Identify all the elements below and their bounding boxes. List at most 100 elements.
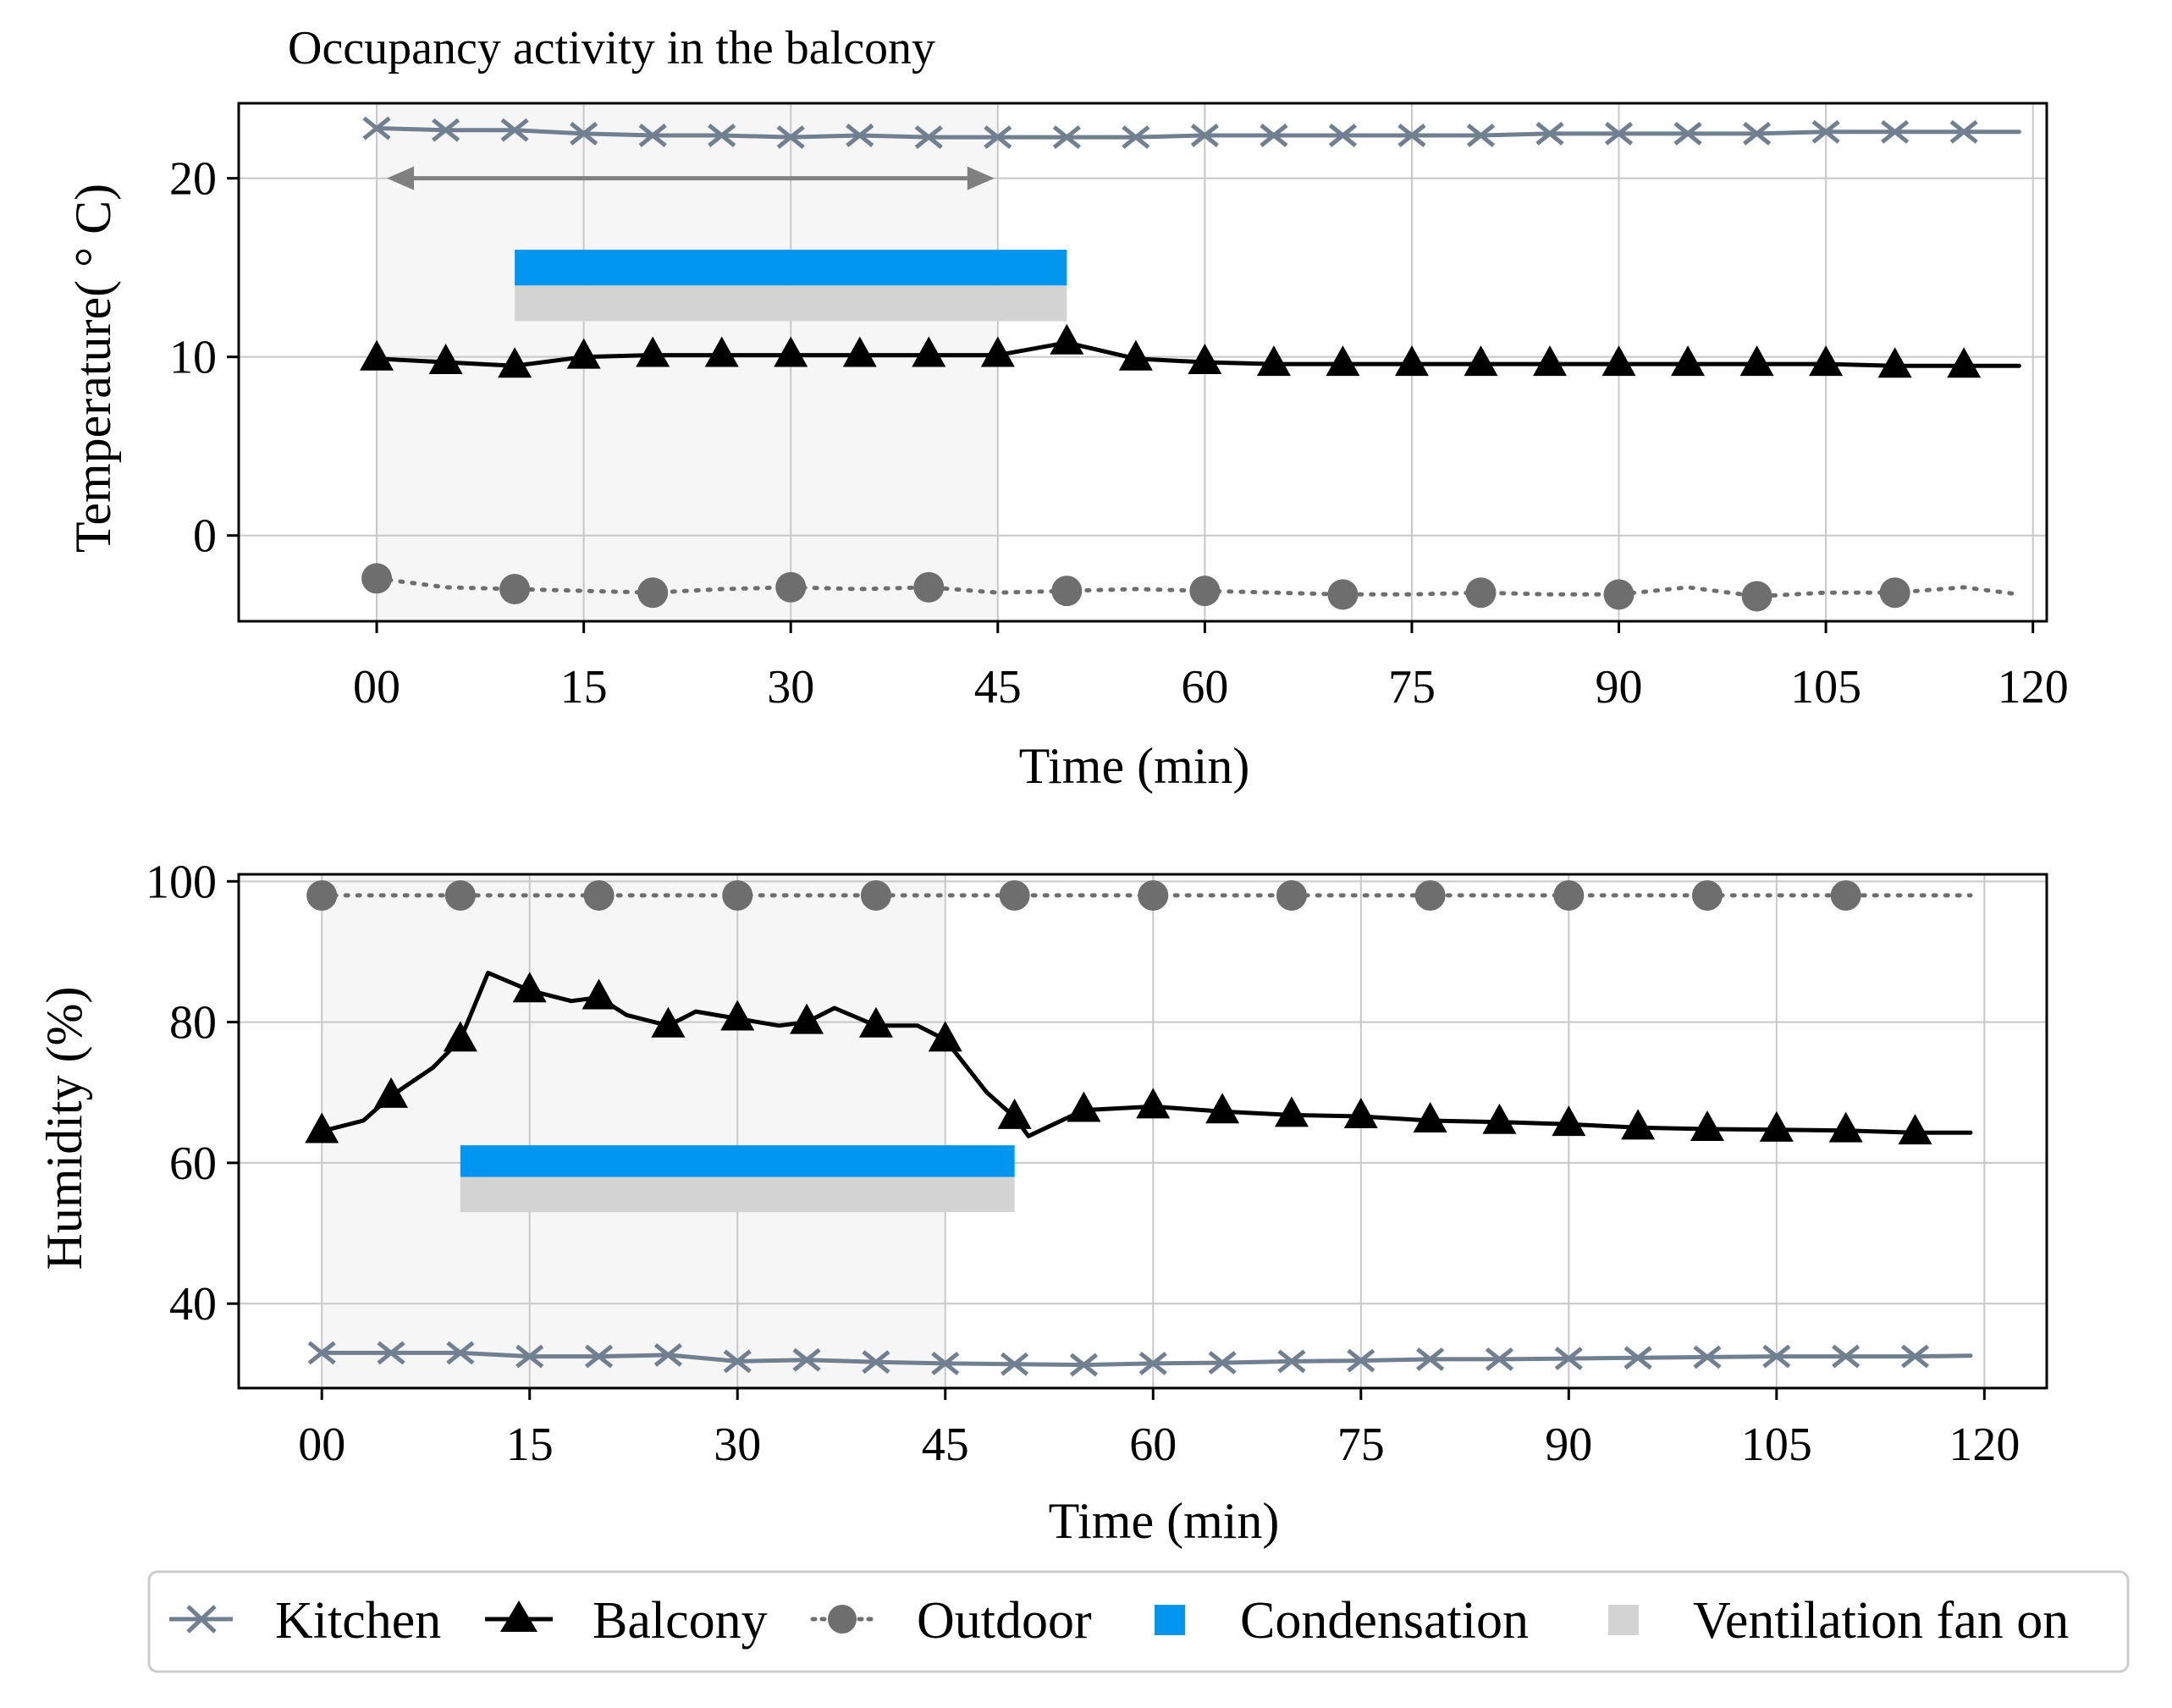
humidity-balcony-marker <box>997 1098 1032 1129</box>
temperature-kitchen-marker <box>362 116 391 140</box>
temperature-kitchen-marker <box>1466 124 1496 147</box>
temperature-kitchen-marker <box>1949 119 1978 144</box>
temperature-balcony-marker <box>498 347 532 378</box>
temperature-kitchen-marker <box>984 125 1012 150</box>
temperature-outdoor-marker <box>1741 581 1772 612</box>
humidity-kitchen-marker <box>931 1351 960 1375</box>
humidity-x-tick-label-105: 105 <box>1741 1419 1812 1471</box>
humidity-kitchen-marker <box>515 1344 544 1369</box>
humidity-kitchen-marker <box>1416 1347 1445 1371</box>
humidity-kitchen-marker <box>446 1341 475 1365</box>
temperature-outdoor-marker <box>1603 579 1635 610</box>
legend: Kitchen Balcony Outdoor Condensation Ven… <box>147 1570 2130 1673</box>
humidity-x-tick-label-120: 120 <box>1949 1419 2020 1471</box>
legend-balcony-label: Balcony <box>593 1592 768 1650</box>
temperature-kitchen-marker <box>1190 124 1219 147</box>
temperature-x-axis-label: Time (min) <box>1019 738 1250 794</box>
humidity-outdoor-marker <box>444 879 476 911</box>
temperature-y-tick-label-0: 0 <box>193 510 217 563</box>
humidity-y-axis-label: Humidity (%) <box>36 987 92 1270</box>
temperature-balcony-marker <box>636 336 670 367</box>
humidity-balcony-marker <box>790 1003 824 1034</box>
temperature-balcony-marker <box>360 339 394 371</box>
temperature-kitchen-marker <box>1881 119 1910 144</box>
humidity-outdoor-marker <box>1414 879 1446 911</box>
temperature-kitchen-marker <box>1397 124 1426 147</box>
humidity-balcony-marker <box>1759 1110 1794 1142</box>
humidity-outdoor-marker <box>1138 879 1169 911</box>
temperature-x-tick-label-75: 75 <box>1388 661 1436 714</box>
temperature-outdoor-marker <box>1051 576 1083 607</box>
humidity-balcony-marker <box>374 1077 409 1108</box>
temperature-kitchen-marker <box>1743 121 1772 146</box>
temperature-kitchen-marker <box>1673 121 1702 146</box>
humidity-balcony-marker <box>1621 1109 1656 1140</box>
humidity-kitchen-marker <box>1762 1344 1791 1369</box>
legend-condensation-swatch <box>1155 1605 1185 1635</box>
temperature-balcony-marker <box>428 344 463 374</box>
humidity-kitchen-marker <box>1347 1348 1375 1373</box>
temperature-kitchen-marker <box>638 124 667 147</box>
temperature-balcony-marker <box>912 336 946 367</box>
temperature-kitchen-marker <box>846 124 874 147</box>
humidity-chart: 00 15 30 45 60 75 90 105 120 40 60 80 100 Time (min)… <box>36 856 2048 1549</box>
temperature-kitchen-marker <box>1328 124 1357 147</box>
humidity-balcony-marker <box>305 1112 339 1143</box>
temperature-x-tick-label-30: 30 <box>767 661 814 714</box>
temperature-kitchen-marker <box>1535 121 1564 146</box>
temperature-balcony-marker <box>1947 347 1982 378</box>
temperature-balcony-marker <box>1877 347 1912 378</box>
humidity-y-tick-label-100: 100 <box>146 856 217 908</box>
humidity-kitchen-marker <box>1900 1344 1930 1369</box>
humidity-kitchen-marker <box>1554 1347 1583 1371</box>
temperature-balcony-marker <box>980 336 1015 367</box>
temperature-y-axis-label: Temperature( ° C) <box>65 184 121 553</box>
temperature-chart: Occupancy activity in the balcony 00 15 30… <box>65 22 2069 794</box>
temperature-outdoor-marker <box>499 574 531 605</box>
humidity-y-tick-label-40: 40 <box>169 1278 217 1331</box>
humidity-balcony-marker <box>1482 1103 1517 1134</box>
legend-condensation-label: Condensation <box>1240 1592 1529 1650</box>
humidity-kitchen-marker <box>1623 1346 1652 1370</box>
temperature-balcony-marker <box>566 338 601 369</box>
temperature-x-tick-label-120: 120 <box>1998 661 2069 714</box>
humidity-kitchen-marker <box>377 1341 405 1365</box>
humidity-outdoor-marker <box>999 879 1030 911</box>
humidity-outdoor-marker <box>306 879 338 911</box>
humidity-x-tick-label-15: 15 <box>506 1419 554 1471</box>
temperature-balcony-marker <box>1533 345 1568 377</box>
legend-item-ventilation: Ventilation fan on <box>1608 1592 2069 1650</box>
legend-ventilation-label: Ventilation fan on <box>1693 1592 2069 1650</box>
temperature-kitchen-marker <box>1052 125 1081 150</box>
temperature-y-tick-label-10: 10 <box>169 332 217 384</box>
humidity-x-tick-label-45: 45 <box>922 1419 969 1471</box>
humidity-kitchen-marker <box>1485 1347 1514 1371</box>
temperature-kitchen-marker <box>1604 121 1634 146</box>
temperature-kitchen-marker <box>1122 125 1150 150</box>
temperature-balcony-marker <box>1671 345 1706 377</box>
humidity-outdoor-marker <box>722 879 753 911</box>
legend-item-balcony: Balcony <box>485 1592 768 1650</box>
temperature-outdoor-marker <box>1465 577 1497 609</box>
humidity-kitchen-marker <box>862 1350 890 1375</box>
occupancy-annotation: Occupancy activity in the balcony <box>288 22 935 74</box>
temperature-balcony-marker <box>1256 345 1291 377</box>
legend-kitchen-x-marker-icon <box>186 1605 217 1634</box>
humidity-kitchen-marker <box>1001 1352 1029 1376</box>
temperature-outdoor-marker <box>1189 576 1221 607</box>
temperature-y-tick-label-20: 20 <box>169 153 217 206</box>
temperature-condensation-bar <box>515 250 1067 286</box>
humidity-condensation-bar <box>460 1145 1015 1177</box>
humidity-kitchen-marker <box>1069 1353 1099 1377</box>
humidity-outdoor-marker <box>583 879 615 911</box>
temperature-kitchen-marker <box>432 118 460 142</box>
temperature-balcony-marker <box>1739 345 1774 377</box>
humidity-balcony-marker <box>1828 1111 1863 1143</box>
humidity-balcony-marker <box>720 1000 755 1031</box>
humidity-kitchen-marker <box>723 1349 752 1374</box>
temperature-balcony-marker <box>704 336 739 367</box>
humidity-kitchen-marker <box>1138 1351 1167 1375</box>
temperature-outdoor-marker <box>361 563 393 594</box>
legend-kitchen-label: Kitchen <box>275 1592 441 1650</box>
humidity-balcony-marker <box>512 972 547 1003</box>
